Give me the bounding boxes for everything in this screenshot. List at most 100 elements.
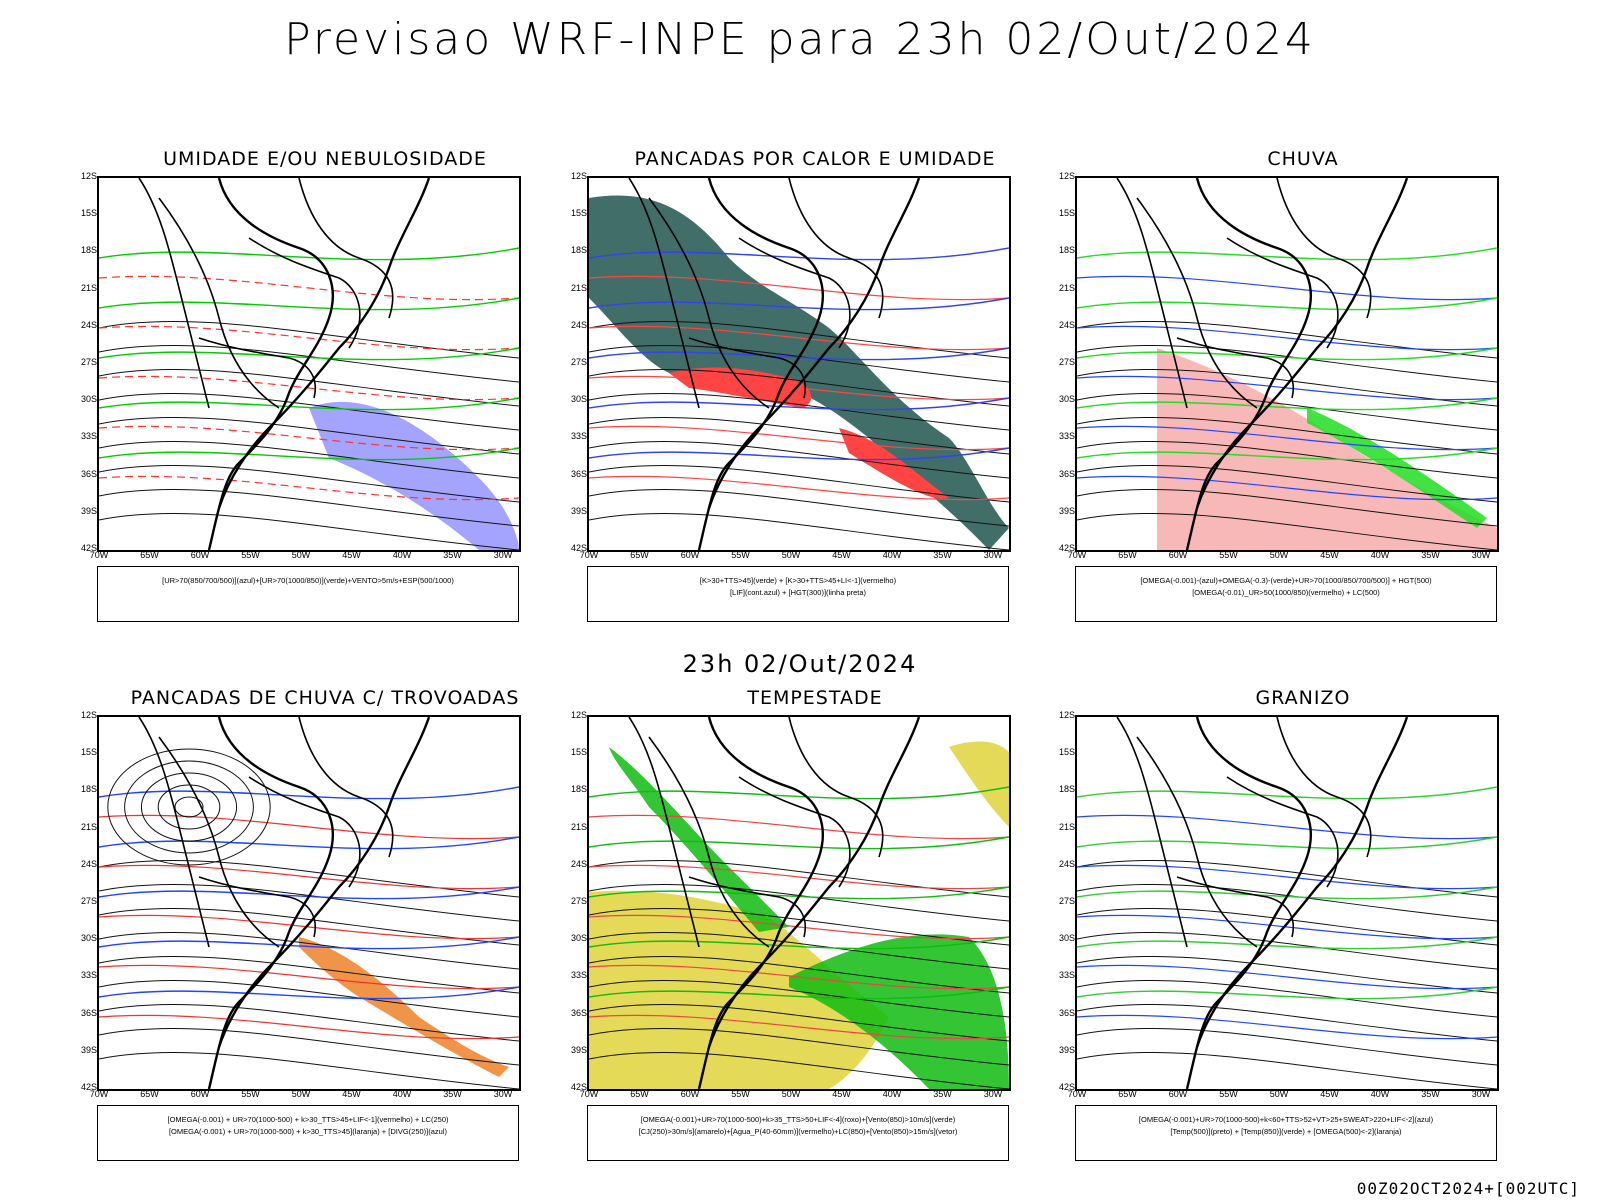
contour-line [589,1027,1009,1066]
field-line [589,347,1009,361]
field-line [99,986,519,1000]
contour-line [589,488,1009,527]
panel-tempestade: TEMPESTADE 12S 15S 18S 21S 24S 27S 30S 33S 36S 39S… [565,687,1065,1167]
lon-label: 55W [1219,550,1238,560]
lon-label: 45W [832,1089,851,1099]
lon-label: 65W [630,550,649,560]
coastline [217,717,431,1048]
streamline-circle [107,748,271,866]
lon-label: 30W [983,1089,1003,1099]
lon-label: 55W [241,1089,260,1099]
field-line [1077,475,1497,501]
border-line [1116,717,1188,948]
lat-label: 33S [570,431,587,442]
lon-label: 50W [291,1089,311,1099]
field-line [1077,814,1497,840]
contour-line [1077,1027,1497,1066]
lat-label: 24S [570,319,587,330]
lon-label: 35W [443,1089,462,1099]
rain-fill [1157,348,1497,550]
field-line [99,325,519,351]
legend-line: [OMEGA(-0.01)_UR>50(1000/850)(vermelho) … [1192,588,1380,597]
lat-label: 27S [80,896,97,906]
field-line [99,247,519,261]
border-line [648,736,770,948]
lat-label: 30S [570,933,587,944]
lon-label: 35W [1421,550,1440,560]
border-line [248,776,361,888]
lon-label: 60W [1168,550,1188,560]
lon-label: 65W [140,550,159,560]
field-line [1077,786,1497,800]
border-line [298,717,394,858]
map-canvas [1077,178,1497,550]
contour-line [1077,907,1497,946]
lat-label: 24S [570,858,587,869]
field-line [1077,836,1497,850]
field-line [1077,864,1497,890]
legend-box: [OMEGA(-0.001)+UR>70(1000-500)+k>35_TTS>… [587,1105,1009,1161]
map-frame [587,176,1011,552]
panel-pancadas-trovoadas: PANCADAS DE CHUVA C/ TROVOADAS 12S 15S 18S 2… [75,687,575,1167]
lon-label: 60W [190,550,210,560]
contour-line [589,907,1009,946]
legend-box: [OMEGA(-0.001)-(azul)+OMEGA(-0.3)-(verde… [1075,566,1497,622]
contour-line [589,368,1009,407]
lat-label: 36S [80,1007,97,1018]
border-line [138,178,210,409]
panel-chuva: CHUVA 12S 15S 18S 21S 24S 27S 30S 33S 36S 39S 42S 70… [1053,148,1553,628]
streamline-circle [140,772,238,842]
lat-label: 27S [570,357,587,367]
field-line [99,886,519,900]
contour-line [99,931,519,970]
field-line [99,397,519,411]
legend-box: [K>30+TTS>45](verde) + [K>30+TTS>45+LI<-… [587,566,1009,622]
field-line [1077,275,1497,301]
lat-label: 12S [570,171,587,181]
lon-label: 30W [983,550,1003,560]
lat-label: 33S [80,970,97,981]
lon-label: 70W [89,550,109,560]
panel-pancadas-calor: PANCADAS POR CALOR E UMIDADE 12S 15S 18S 21S… [565,148,1065,628]
lat-label: 42S [1058,1082,1075,1092]
lat-label: 36S [80,468,97,479]
border-line [1226,776,1339,888]
lat-label: 12S [1058,710,1075,720]
field-line [589,1014,1009,1040]
lon-label: 55W [241,550,260,560]
contour-line [589,931,1009,970]
legend-line: [Temp(500)](preto) + [Temp(850)](verde) … [1170,1127,1402,1136]
field-line [1077,247,1497,261]
forecast-time-label: 23h 02/Out/2024 [682,650,918,678]
coastline [1185,178,1312,550]
lon-label: 50W [781,550,801,560]
lat-label: 24S [1058,858,1075,869]
lon-label: 65W [1118,1089,1137,1099]
lat-label: 15S [80,747,97,758]
coastline [707,178,921,509]
border-line [1276,178,1372,319]
field-line [589,914,1009,940]
lon-label: 65W [1118,550,1137,560]
field-line [589,475,1009,501]
border-line [1136,197,1258,409]
field-line [589,375,1009,401]
lon-label: 50W [291,550,311,560]
field-line [99,964,519,990]
coastline [207,717,334,1089]
map-frame [97,176,521,552]
lon-label: 35W [933,550,952,560]
lon-label: 55W [1219,1089,1238,1099]
field-line [589,864,1009,890]
lat-label: 30S [1058,394,1075,405]
map-canvas [589,178,1009,550]
lat-label: 42S [570,1082,587,1092]
lon-label: 35W [1421,1089,1440,1099]
lon-label: 70W [579,550,599,560]
legend-line: [OMEGA(-0.001)+UR>70(1000-500)+k>35_TTS>… [640,1115,956,1124]
legend-line: [OMEGA(-0.001)-(azul)+OMEGA(-0.3)-(verde… [1140,576,1432,585]
lat-label: 24S [1058,319,1075,330]
field-line [589,325,1009,351]
field-line [99,814,519,840]
thunder-fill [299,937,509,1077]
